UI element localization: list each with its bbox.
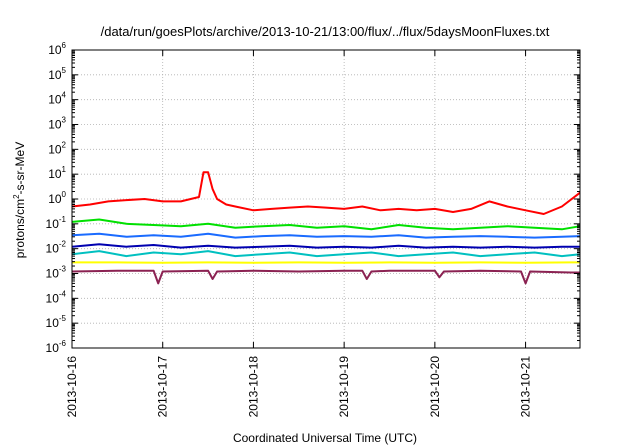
series-line-4 <box>71 243 580 249</box>
y-tick-label: 100 <box>48 190 66 206</box>
x-tick-label: 2013-10-17 <box>156 356 170 418</box>
y-tick-label: 10-1 <box>46 215 67 231</box>
x-axis-ticks: 2013-10-16 2013-10-17 2013-10-18 2013-10-19… <box>65 50 533 417</box>
y-tick-label: 102 <box>48 140 66 156</box>
y-tick-label: 103 <box>48 116 66 132</box>
y-tick-label: 105 <box>48 66 66 82</box>
y-axis-label: protons/cm2-s-sr-MeV <box>12 142 27 258</box>
y-tick-label: 10-4 <box>46 289 67 305</box>
y-tick-label: 10-3 <box>46 265 67 281</box>
y-tick-label: 10-2 <box>46 240 67 256</box>
y-tick-label: 104 <box>48 91 66 107</box>
y-axis-ticks: 10-6 10-5 10-4 10-3 10-2 10-1 100 101 102 103 104 1… <box>46 41 580 355</box>
series-line-0 <box>71 171 581 215</box>
chart-title: /data/run/goesPlots/archive/2013-10-21/1… <box>101 24 550 39</box>
y-tick-label: 106 <box>48 41 66 57</box>
x-tick-label: 2013-10-16 <box>65 356 79 418</box>
series-line-1 <box>71 218 581 231</box>
x-tick-label: 2013-10-20 <box>428 356 442 418</box>
y-tick-label: 10-5 <box>46 314 67 330</box>
series-line-3 <box>71 232 581 239</box>
x-axis-label: Coordinated Universal Time (UTC) <box>233 431 417 445</box>
x-tick-label: 2013-10-18 <box>246 356 260 418</box>
y-tick-label: 101 <box>48 165 66 181</box>
y-tick-label: 10-6 <box>46 339 67 355</box>
x-tick-label: 2013-10-21 <box>519 356 533 418</box>
grid <box>72 50 580 348</box>
series-group <box>71 171 581 285</box>
series-line-2 <box>71 250 581 258</box>
series-line-6 <box>71 269 580 285</box>
x-tick-label: 2013-10-19 <box>337 356 351 418</box>
